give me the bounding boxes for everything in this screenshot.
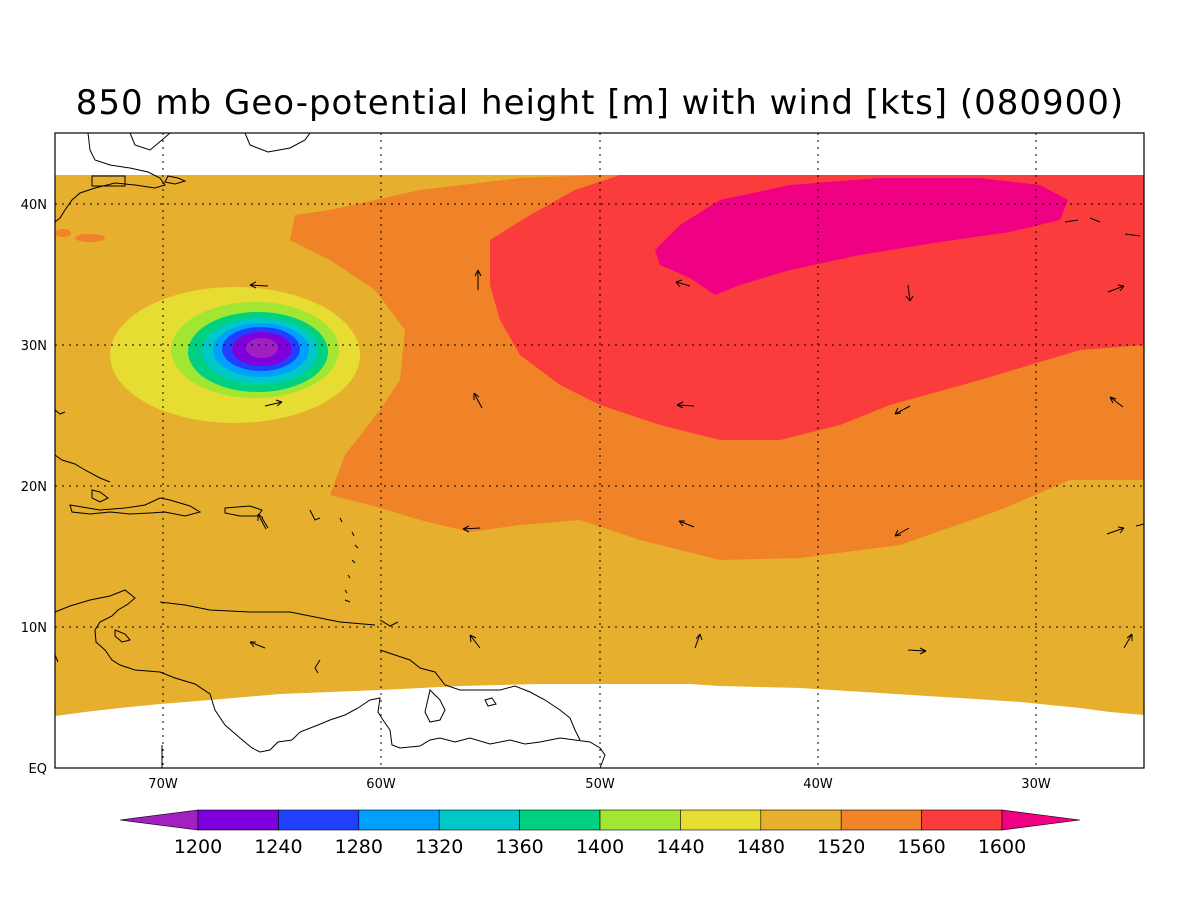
colorbar-box bbox=[358, 809, 440, 831]
lat-tick-label: EQ bbox=[29, 762, 47, 777]
lon-tick-label: 70W bbox=[148, 777, 178, 792]
field-1600-region bbox=[490, 175, 1144, 440]
coastlines bbox=[54, 132, 1141, 769]
colorbar-label: 1560 bbox=[897, 836, 945, 858]
wind-vectors bbox=[54, 269, 1145, 663]
missing-data-region bbox=[55, 684, 1144, 768]
wind-arrow bbox=[1135, 523, 1145, 527]
colorbar-box bbox=[680, 809, 762, 831]
colorbar-box bbox=[599, 809, 681, 831]
wind-arrow bbox=[249, 641, 266, 649]
colorbar-label: 1520 bbox=[817, 836, 865, 858]
colorbar-box bbox=[278, 809, 360, 831]
colorbar-box bbox=[197, 809, 279, 831]
map-title: 850 mb Geo-potential height [m] with win… bbox=[76, 83, 1124, 123]
colorbar-label: 1400 bbox=[576, 836, 624, 858]
colorbar-box bbox=[438, 809, 520, 831]
lat-tick-label: 10N bbox=[21, 621, 47, 636]
lon-tick-label: 30W bbox=[1021, 777, 1051, 792]
colorbar-label: 1200 bbox=[174, 836, 222, 858]
colorbar-box bbox=[760, 809, 842, 831]
wind-arrow bbox=[694, 633, 703, 649]
wind-arrow bbox=[676, 401, 695, 409]
wind-arrow bbox=[1106, 526, 1125, 535]
plot-border bbox=[54, 132, 1145, 769]
wind-arrow bbox=[257, 513, 267, 530]
colorbar-high-triangle bbox=[1001, 809, 1081, 831]
colorbar-label: 1440 bbox=[656, 836, 704, 858]
wind-arrow bbox=[894, 405, 911, 415]
lon-axis: 70W 60W 50W 40W 30W bbox=[148, 777, 1051, 792]
lon-tick-label: 50W bbox=[585, 777, 615, 792]
wind-arrow bbox=[905, 284, 914, 302]
lat-tick-label: 40N bbox=[21, 198, 47, 213]
lat-tick-label: 20N bbox=[21, 480, 47, 495]
colorbar-label: 1240 bbox=[254, 836, 302, 858]
lon-tick-label: 60W bbox=[366, 777, 396, 792]
field-1640-region bbox=[655, 178, 1068, 295]
colorbar-label: 1480 bbox=[737, 836, 785, 858]
wind-arrow bbox=[1107, 284, 1125, 293]
wind-arrow bbox=[473, 392, 483, 409]
wind-arrow bbox=[264, 399, 283, 407]
wind-arrow bbox=[675, 279, 691, 288]
wind-arrow bbox=[1123, 633, 1133, 649]
colorbar-low-triangle bbox=[119, 809, 199, 831]
colorbar: 1200 1240 1280 1320 1360 1400 1440 1480 1520 1560… bbox=[119, 809, 1081, 858]
wind-arrow bbox=[678, 520, 695, 528]
lon-grid bbox=[162, 133, 1037, 768]
wind-arrow bbox=[249, 281, 269, 289]
wind-arrow bbox=[469, 634, 481, 649]
lon-tick-label: 40W bbox=[803, 777, 833, 792]
colorbar-label: 1280 bbox=[335, 836, 383, 858]
wind-arrow bbox=[462, 525, 481, 533]
colorbar-box bbox=[840, 809, 922, 831]
map-plot-area bbox=[54, 132, 1145, 769]
colorbar-label: 1600 bbox=[978, 836, 1026, 858]
colorbar-label: 1360 bbox=[495, 836, 543, 858]
wind-arrow bbox=[907, 647, 927, 655]
colorbar-box bbox=[921, 809, 1003, 831]
field-1560-blob2 bbox=[55, 229, 71, 237]
lat-tick-label: 30N bbox=[21, 339, 47, 354]
wind-arrow bbox=[474, 269, 482, 290]
colorbar-box bbox=[519, 809, 601, 831]
low-1200 bbox=[246, 338, 278, 358]
wind-arrow bbox=[894, 527, 910, 537]
lat-axis: EQ 10N 20N 30N 40N bbox=[21, 198, 47, 777]
colorbar-label: 1320 bbox=[415, 836, 463, 858]
wind-arrow bbox=[1109, 396, 1124, 408]
field-1560-blob bbox=[75, 234, 105, 242]
